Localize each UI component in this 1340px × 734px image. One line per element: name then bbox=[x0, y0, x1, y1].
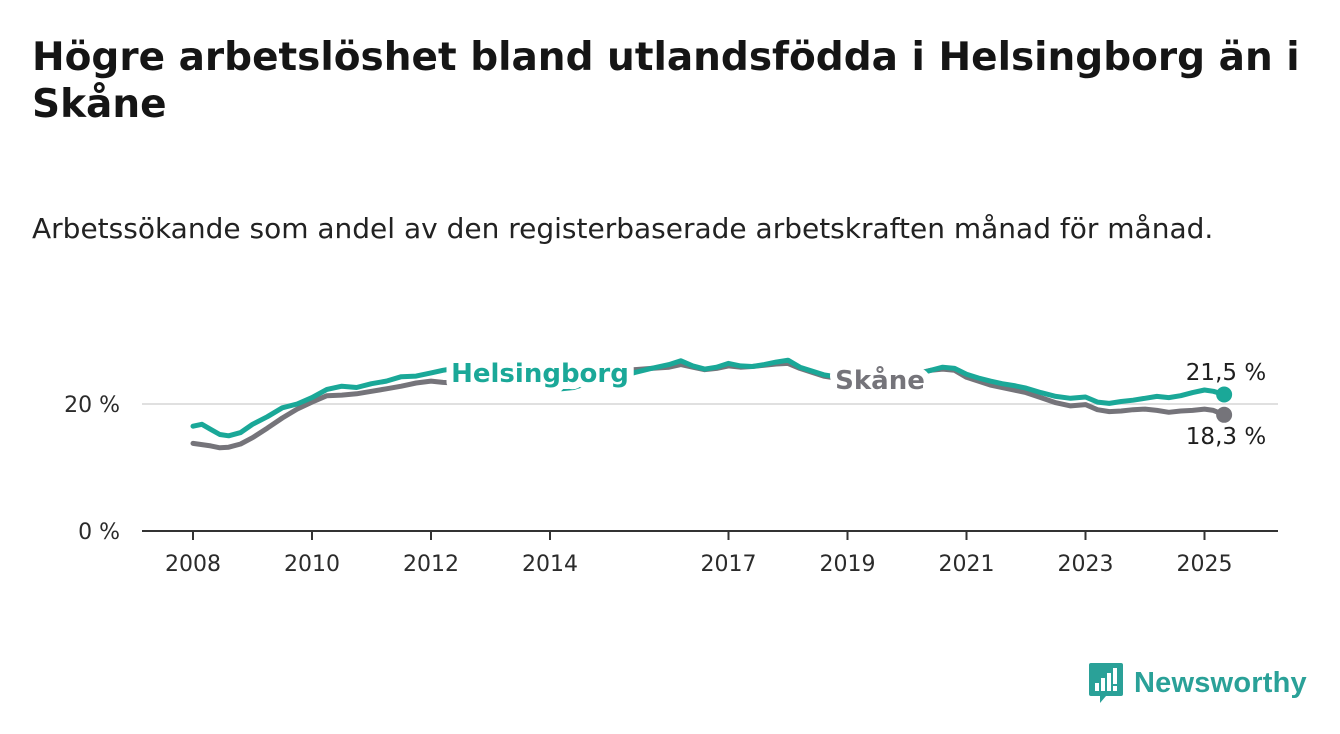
newsworthy-logo: Newsworthy bbox=[1088, 660, 1307, 706]
line-chart: 0 % 20 % 2008 2010 2012 2014 2017 2019 2021 2023 2… bbox=[64, 352, 1278, 577]
end-marker-helsingborg bbox=[1216, 386, 1233, 403]
series bbox=[190, 357, 1233, 451]
x-tick-label: 2008 bbox=[165, 552, 221, 577]
x-tick-label: 2023 bbox=[1058, 552, 1114, 577]
x-tick-label: 2021 bbox=[939, 552, 995, 577]
series-line-skane bbox=[190, 360, 1227, 451]
series-label-helsingborg-halo: Helsingborg bbox=[451, 359, 629, 389]
end-marker-skane bbox=[1216, 406, 1233, 423]
series-line-helsingborg bbox=[190, 357, 1227, 439]
chart-bubble-icon bbox=[1089, 663, 1123, 703]
end-value-label-helsingborg: 21,5 % bbox=[1186, 360, 1266, 386]
x-tick-label: 2014 bbox=[522, 552, 578, 577]
y-tick-label: 0 % bbox=[78, 520, 120, 545]
x-tick-label: 2010 bbox=[284, 552, 340, 577]
x-tick-label: 2019 bbox=[820, 552, 876, 577]
series-label-skane: Skåne bbox=[835, 364, 925, 396]
brand-name: Newsworthy bbox=[1134, 666, 1307, 699]
y-tick-label: 20 % bbox=[64, 393, 120, 418]
chart-subtitle: Arbetssökande som andel av den registerb… bbox=[32, 212, 1214, 245]
end-value-label-skane: 18,3 % bbox=[1186, 424, 1266, 450]
x-tick-label: 2017 bbox=[701, 552, 757, 577]
chart-title: Högre arbetslöshet bland utlandsfödda i … bbox=[32, 35, 1300, 127]
x-tick-label: 2025 bbox=[1177, 552, 1233, 577]
axes: 0 % 20 % 2008 2010 2012 2014 2017 2019 2021 2023 2… bbox=[64, 393, 1278, 577]
x-tick-label: 2012 bbox=[403, 552, 459, 577]
series-label-helsingborg: Helsingborg bbox=[451, 359, 629, 389]
